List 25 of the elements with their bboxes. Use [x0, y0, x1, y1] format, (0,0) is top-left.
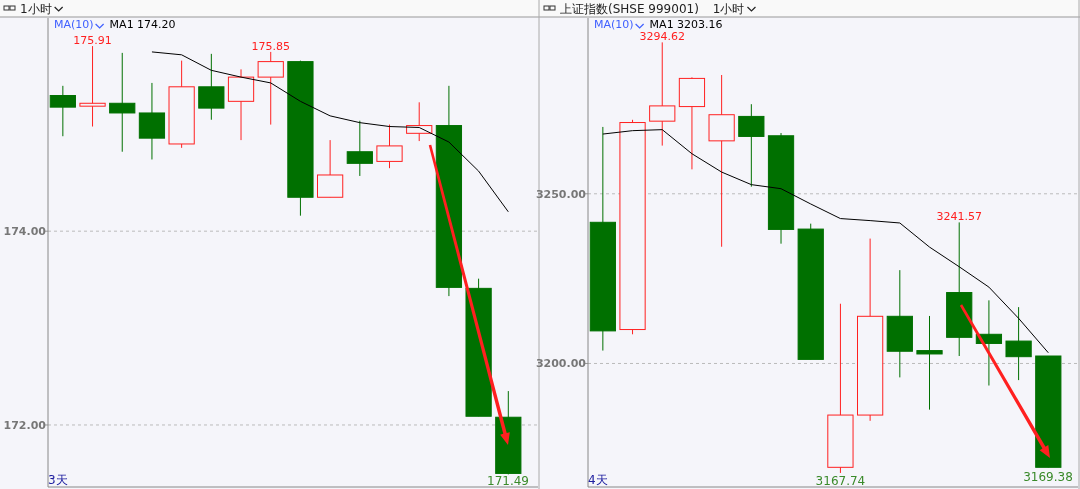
candlestick: [109, 52, 136, 153]
annotation: 175.85: [251, 39, 290, 53]
annotation: 4天: [588, 473, 608, 487]
annotation: MA(10): [594, 18, 634, 31]
line-series: [602, 129, 1049, 354]
y-tick-label: 172.00: [3, 418, 47, 432]
candlestick: [916, 315, 943, 411]
text: MA1 174.20: [109, 18, 176, 31]
text: MA1 3203.16: [649, 18, 723, 31]
annotation: 3天: [48, 473, 68, 487]
chart-subtitle: 1小时: [20, 2, 52, 16]
y-tick-label: 174.00: [3, 225, 47, 239]
annotation: 171.49: [487, 474, 529, 488]
line-series: [151, 51, 509, 213]
annotation: 3167.74: [815, 474, 866, 488]
candlestick: [79, 45, 106, 128]
annotation: 3294.62: [639, 30, 685, 44]
annotation: 175.91: [73, 34, 112, 48]
chart-title: 上证指数(SHSE 999001): [560, 2, 699, 16]
annotation: 3241.57: [936, 210, 982, 224]
y-tick-label: 3250.00: [535, 187, 587, 201]
annotation: MA(10): [54, 18, 94, 31]
annotation: 3169.38: [1023, 470, 1073, 485]
chart-subtitle: 1小时: [712, 2, 745, 16]
y-tick-label: 3200.00: [535, 357, 587, 371]
